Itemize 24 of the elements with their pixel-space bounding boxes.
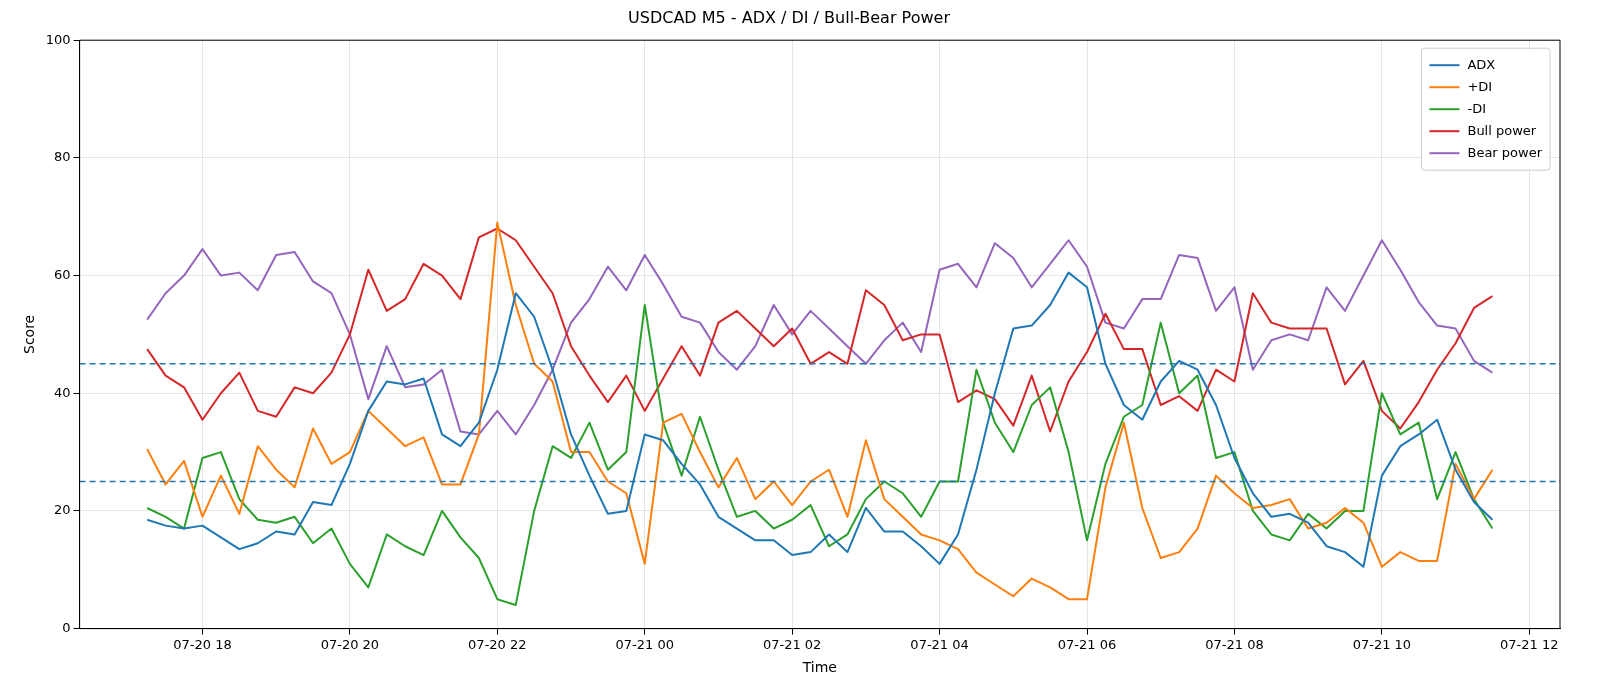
y-axis-title: Score bbox=[21, 314, 38, 355]
y-tick-label: 20 bbox=[54, 502, 71, 518]
y-tick-label: 80 bbox=[54, 149, 71, 165]
x-tick-label: 07-21 00 bbox=[615, 636, 674, 652]
x-axis-title: Time bbox=[801, 659, 837, 676]
x-tick-label: 07-21 12 bbox=[1500, 636, 1559, 652]
y-tick-label: 40 bbox=[54, 384, 71, 400]
y-tick-label: 60 bbox=[54, 266, 71, 282]
legend-label: Bull power bbox=[1467, 122, 1537, 138]
x-tick-label: 07-21 06 bbox=[1057, 636, 1117, 652]
legend-label: Bear power bbox=[1467, 144, 1543, 160]
y-tick-label: 100 bbox=[45, 31, 71, 47]
x-tick-label: 07-20 18 bbox=[173, 636, 232, 652]
legend-label: -DI bbox=[1467, 100, 1487, 116]
x-tick-label: 07-21 10 bbox=[1352, 636, 1412, 652]
x-tick-label: 07-21 02 bbox=[762, 636, 822, 652]
x-tick-label: 07-21 08 bbox=[1205, 636, 1264, 652]
chart-title: USDCAD M5 - ADX / DI / Bull-Bear Power bbox=[628, 7, 951, 27]
y-tick-label: 0 bbox=[62, 619, 71, 635]
legend-label: ADX bbox=[1467, 56, 1496, 72]
x-tick-label: 07-20 22 bbox=[468, 636, 527, 652]
x-tick-label: 07-21 04 bbox=[910, 636, 969, 652]
x-tick-label: 07-20 20 bbox=[320, 636, 380, 652]
legend-label: +DI bbox=[1467, 78, 1493, 94]
